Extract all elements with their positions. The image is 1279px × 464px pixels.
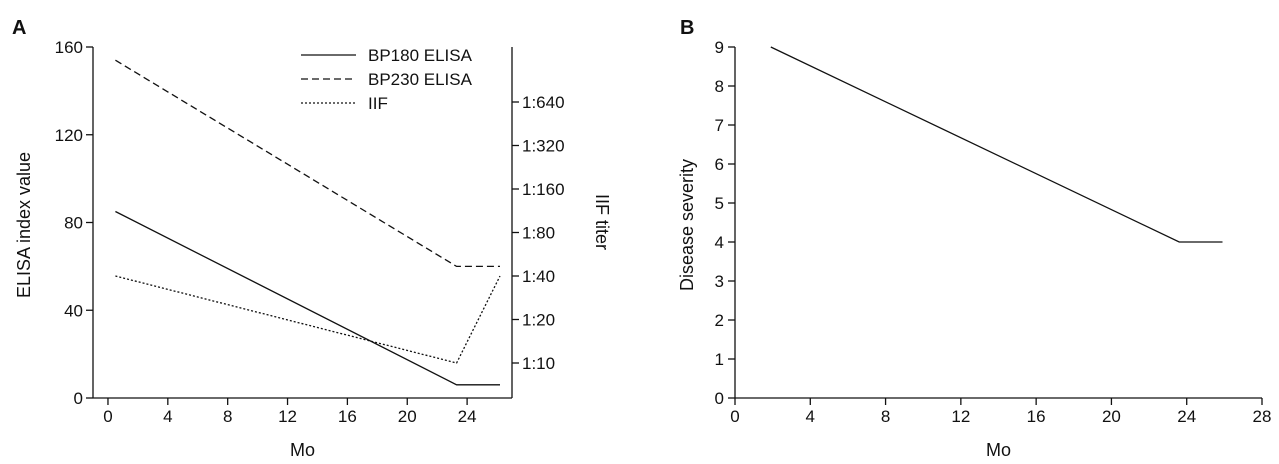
panel-a-y-axis-label: ELISA index value [14,152,34,298]
panel-a-y2-tick-label: 1:10 [522,354,555,373]
panel-b-x-tick-label: 16 [1027,407,1046,426]
panel-a-series-bp230-elisa-line [115,59,500,268]
panel-b-x-tick-label: 20 [1102,407,1121,426]
panel-a-x-axis-label: Mo [290,440,315,460]
panel-a-x-tick-label: 4 [163,407,172,426]
panel-b-y-tick-label: 7 [715,116,724,135]
panel-a-y2-tick-label: 1:320 [522,137,565,156]
panel-a-label: A [12,17,26,39]
panel-b-label: B [680,17,694,39]
panel-a-y2-axis-label: IIF titer [592,194,612,250]
panel-b-y-tick-label: 2 [715,311,724,330]
panel-a-y2-tick-label: 1:160 [522,180,565,199]
panel-a-y2-tick-label: 1:80 [522,224,555,243]
panel-a-series-bp180-elisa-line [115,210,500,386]
panel-a-y-tick-label: 40 [64,301,83,320]
panel-a-y-tick-label: 160 [55,38,83,57]
panel-b-y-tick-label: 4 [715,233,724,252]
panel-b-y-tick-label: 3 [715,272,724,291]
panel-a-y-tick-label: 0 [74,389,83,408]
panel-b-x-tick-label: 28 [1253,407,1272,426]
panel-a-y-tick-label: 120 [55,126,83,145]
panel-b-y-tick-label: 0 [715,389,724,408]
panel-b-y-tick-label: 8 [715,77,724,96]
panel-a-x-tick-label: 8 [223,407,232,426]
panel-a-legend-label: BP180 ELISA [368,46,473,65]
panel-b-x-tick-label: 24 [1177,407,1196,426]
panel-b-x-tick-label: 8 [881,407,890,426]
panel-a-y2-tick-label: 1:640 [522,93,565,112]
panel-a-x-tick-label: 16 [338,407,357,426]
panel-a-y2-tick-label: 1:20 [522,311,555,330]
panel-b-x-tick-label: 12 [951,407,970,426]
panel-a-x-tick-label: 24 [458,407,477,426]
panel-a-y-tick-label: 80 [64,214,83,233]
panel-b-x-tick-label: 4 [806,407,815,426]
panel-b-x-axis-label: Mo [986,440,1011,460]
panel-b-disease-severity-line [770,46,1223,243]
panel-a-x-tick-label: 20 [398,407,417,426]
panel-a-series-iif-line [115,275,501,364]
panel-a-x-tick-label: 12 [278,407,297,426]
panel-b-y-tick-label: 6 [715,155,724,174]
panel-b-y-tick-label: 9 [715,38,724,57]
panel-b-y-tick-label: 1 [715,350,724,369]
panel-b-y-axis-label: Disease severity [677,159,697,291]
panel-a-legend-label: BP230 ELISA [368,70,473,89]
panel-a-legend-label: IIF [368,94,388,113]
panel-a-y2-tick-label: 1:40 [522,267,555,286]
panel-a-x-tick-label: 0 [103,407,112,426]
panel-b-x-tick-label: 0 [730,407,739,426]
panel-a-chart: A 0 4 8 12 16 20 24 0 40 80 120 160 1:10 1:20 1:40 1:80 1… [12,17,612,460]
panel-b-y-tick-label: 5 [715,194,724,213]
